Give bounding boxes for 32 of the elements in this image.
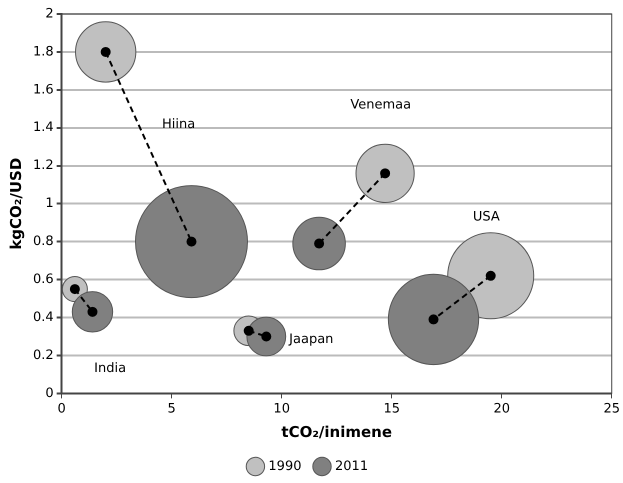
x-tick-label: 25 <box>603 402 620 417</box>
point <box>428 314 439 324</box>
y-tick-label: 1.6 <box>32 82 54 98</box>
y-axis-title: kgCO₂/USD <box>6 158 25 250</box>
x-tick-label: 20 <box>493 402 510 417</box>
point <box>186 236 196 247</box>
legend-label: 2011 <box>335 458 368 474</box>
x-tick-label: 0 <box>58 402 66 417</box>
y-tick-label: 0.8 <box>32 234 54 250</box>
y-tick-label: 1.4 <box>32 120 54 136</box>
point <box>100 46 111 57</box>
x-tick-label: 15 <box>383 402 400 417</box>
x-axis-title: tCO₂/inimene <box>281 422 392 441</box>
annotation: India <box>94 361 126 376</box>
y-tick-label: 1.8 <box>32 44 54 60</box>
annotation: Hiina <box>162 117 196 132</box>
x-tick-label: 10 <box>273 402 290 417</box>
point <box>486 270 496 281</box>
annotation: USA <box>472 209 500 224</box>
y-tick-label: 2 <box>45 6 54 22</box>
y-tick-label: 0 <box>45 386 54 401</box>
y-tick-label: 0.6 <box>32 272 54 287</box>
point <box>314 238 324 249</box>
y-tick-label: 1.2 <box>32 158 54 174</box>
legend-label: 1990 <box>268 458 302 474</box>
annotation: Venemaa <box>350 97 412 112</box>
y-tick-label: 0.4 <box>32 310 54 325</box>
point <box>380 168 390 178</box>
x-tick-label: 5 <box>168 402 176 417</box>
annotation: Jaapan <box>288 332 334 347</box>
y-tick-label: 0.2 <box>32 348 54 363</box>
y-tick-label: 1 <box>45 196 54 212</box>
